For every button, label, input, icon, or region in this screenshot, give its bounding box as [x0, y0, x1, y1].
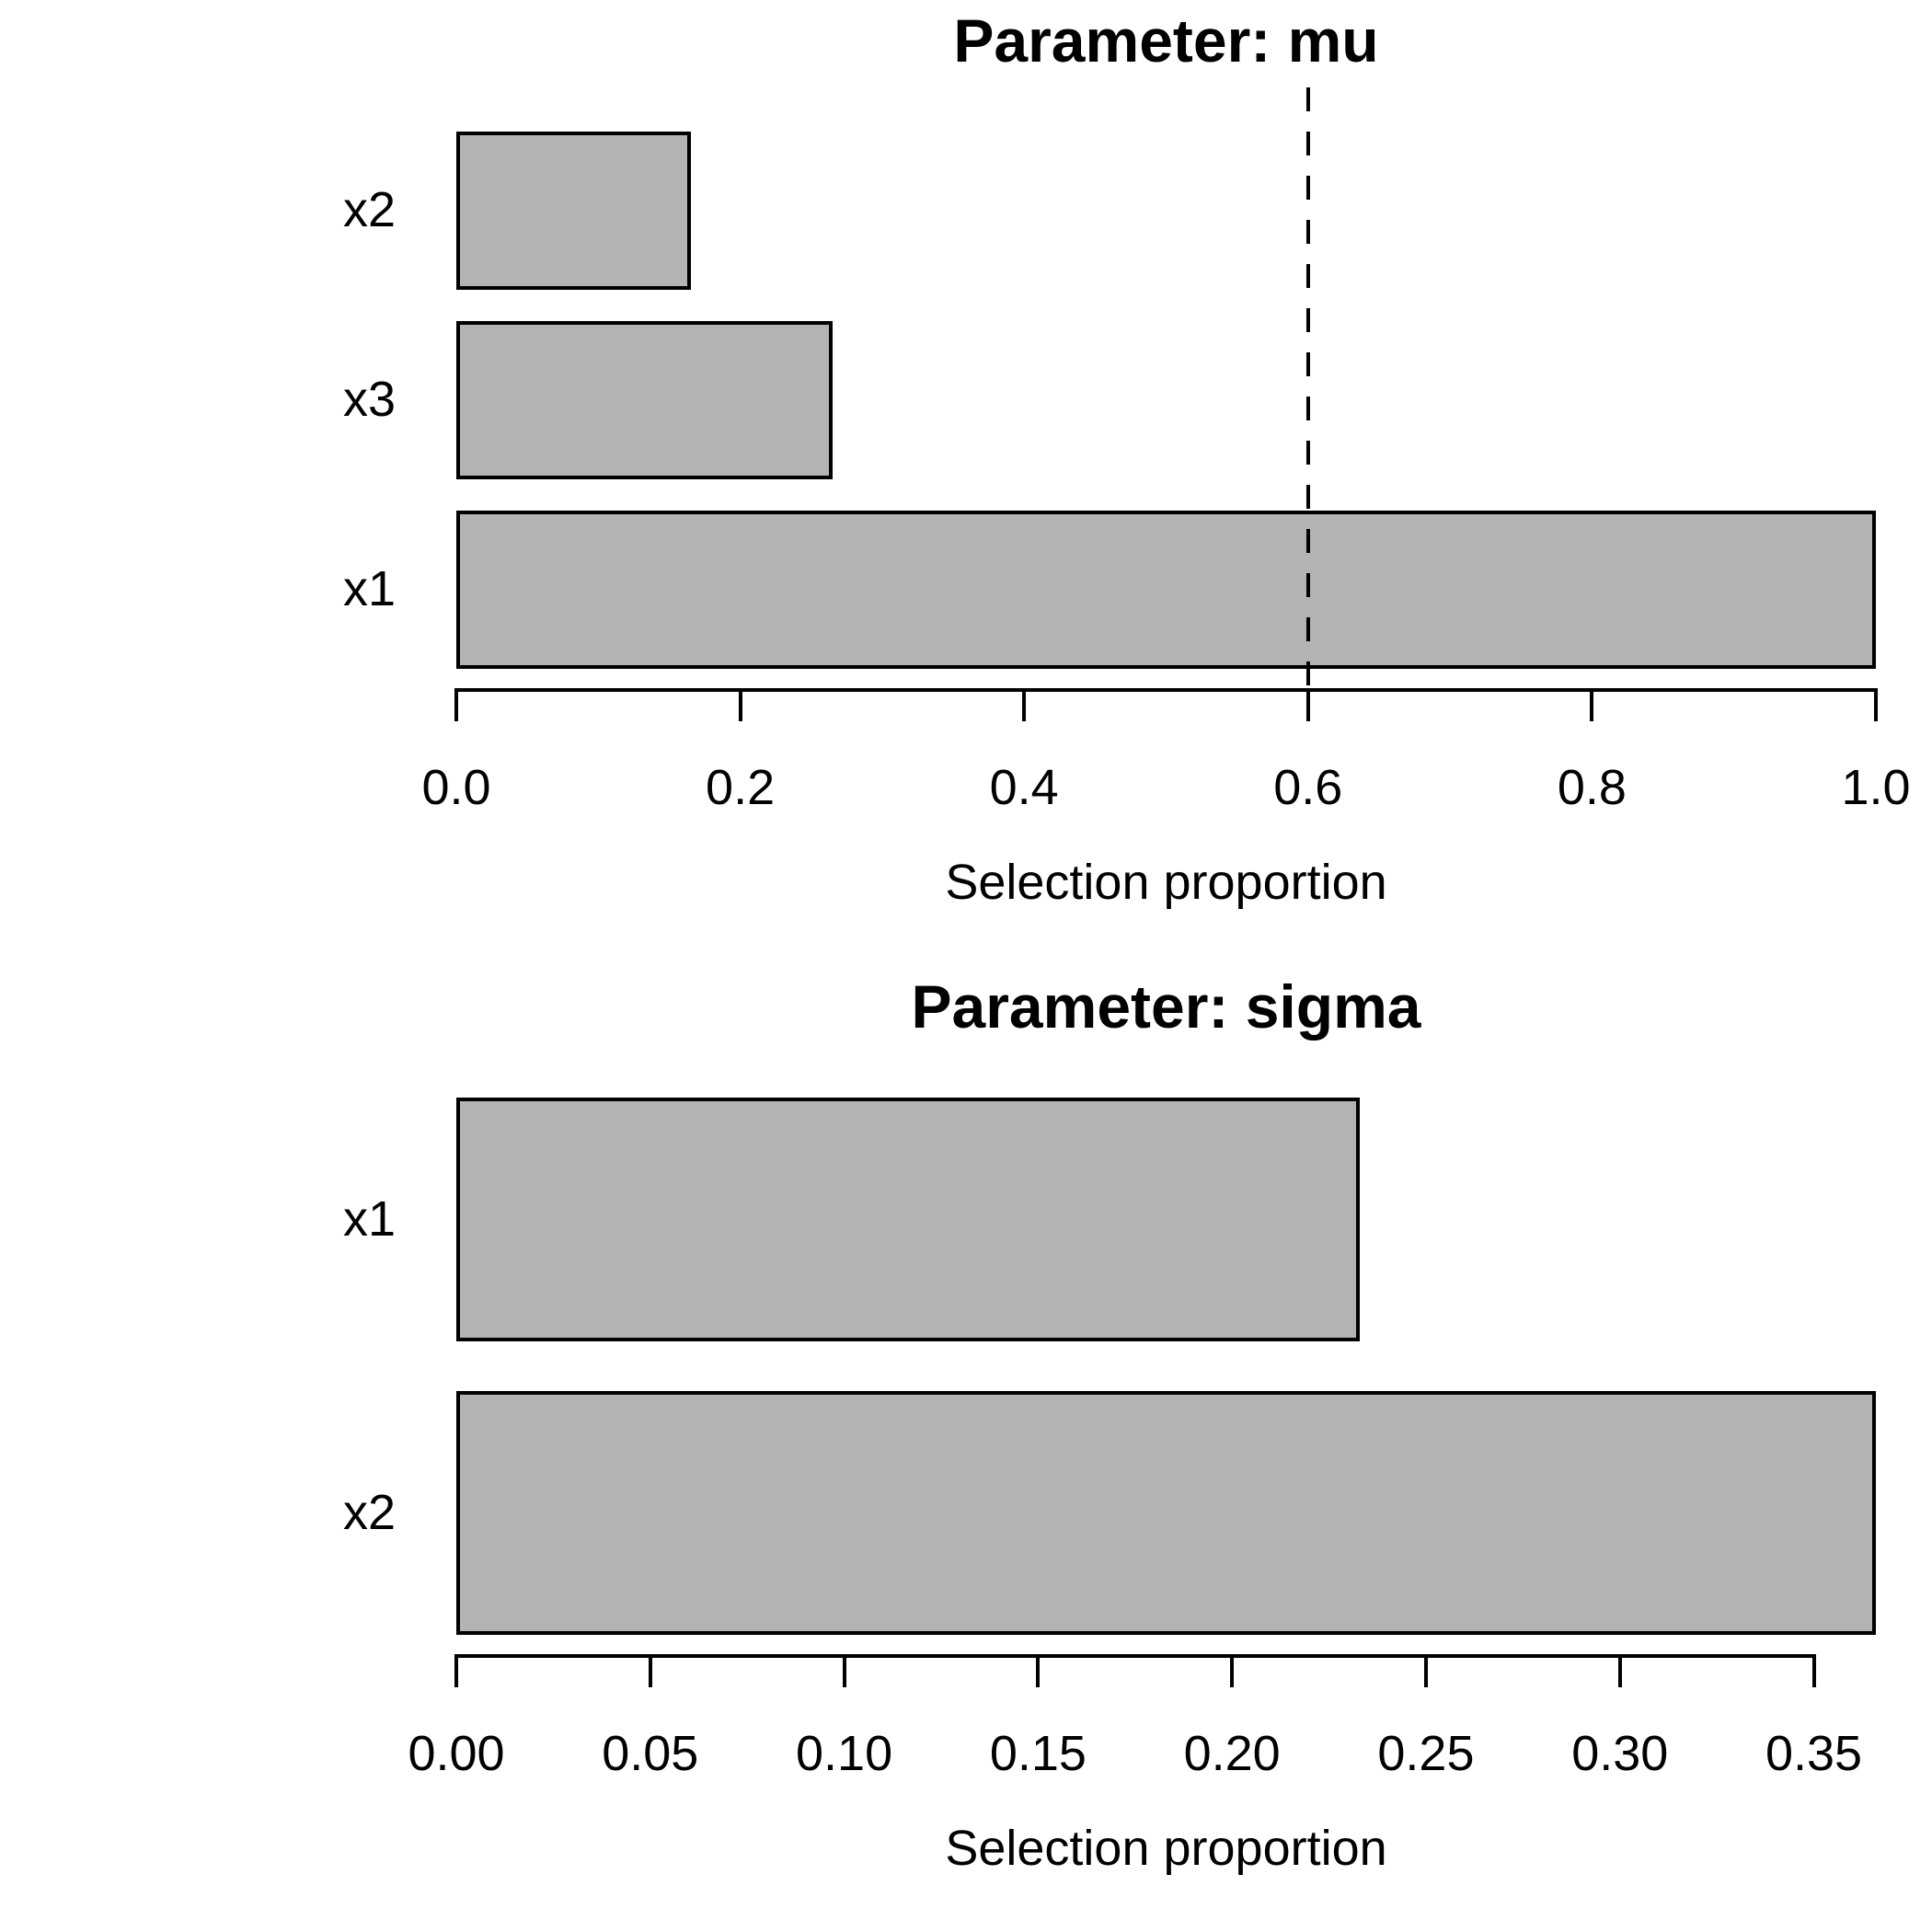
bar-x1 [456, 1098, 1361, 1342]
x-axis-tick [1036, 1658, 1041, 1687]
x-axis-line [454, 688, 1878, 692]
x-axis-tick [1811, 1658, 1816, 1687]
x-axis-tick [1305, 692, 1310, 721]
x-axis-tick-label: 0.4 [989, 760, 1059, 815]
plot-area: x1 x2 0.00 0.05 0.10 0.15 0.20 0.25 0.30 0.35 [0, 966, 1932, 1932]
chart-sigma: Parameter: sigma x1 x2 0.00 0.05 0.10 0.15 0.2… [0, 966, 1932, 1932]
x-axis-tick-label: 0.00 [408, 1726, 505, 1781]
x-axis-tick [1874, 692, 1878, 721]
x-axis-tick [1230, 1658, 1235, 1687]
chart-title: Parameter: sigma [911, 972, 1421, 1041]
bar-x1 [456, 511, 1876, 669]
x-axis-tick-label: 0.20 [1183, 1726, 1281, 1781]
x-axis-line [454, 1654, 1816, 1658]
category-label-x1: x1 [342, 561, 396, 617]
x-axis-tick-label: 0.30 [1571, 1726, 1669, 1781]
x-axis-tick [1022, 692, 1027, 721]
bar-x2 [456, 1390, 1876, 1635]
x-axis-tick [1590, 692, 1594, 721]
category-label-x3: x3 [342, 372, 396, 428]
bar-x2 [456, 132, 691, 290]
x-axis-tick [454, 692, 458, 721]
x-axis-tick [454, 1658, 458, 1687]
x-axis-tick-label: 0.6 [1273, 760, 1343, 815]
bar-x3 [456, 321, 833, 479]
x-axis-label: Selection proportion [945, 855, 1387, 910]
x-axis-tick-label: 0.2 [706, 760, 776, 815]
x-axis-tick [1617, 1658, 1622, 1687]
category-label-x1: x1 [342, 1191, 396, 1247]
category-label-x2: x2 [342, 182, 396, 237]
x-axis-label: Selection proportion [945, 1821, 1387, 1876]
x-axis-tick-label: 0.0 [421, 760, 491, 815]
chart-title: Parameter: mu [953, 6, 1379, 75]
x-axis-tick-label: 0.35 [1765, 1726, 1863, 1781]
chart-mu: Parameter: mu x2 x3 x1 0.0 0.2 0.4 0.6 0.8 1.0 S… [342, 6, 1911, 910]
x-axis-tick-label: 0.8 [1557, 760, 1627, 815]
x-axis-tick [1423, 1658, 1428, 1687]
x-axis-tick [842, 1658, 846, 1687]
x-axis-tick [738, 692, 742, 721]
category-label-x2: x2 [342, 1484, 396, 1540]
x-axis-tick [648, 1658, 652, 1687]
threshold-dashed-line [1305, 87, 1310, 692]
x-axis-tick-label: 1.0 [1841, 760, 1911, 815]
x-axis-tick-label: 0.15 [989, 1726, 1087, 1781]
x-axis-tick-label: 0.05 [602, 1726, 699, 1781]
x-axis-tick-label: 0.25 [1377, 1726, 1475, 1781]
plot-area: x2 x3 x1 0.0 0.2 0.4 0.6 0.8 1.0 [342, 87, 1911, 815]
x-axis-tick-label: 0.10 [796, 1726, 893, 1781]
